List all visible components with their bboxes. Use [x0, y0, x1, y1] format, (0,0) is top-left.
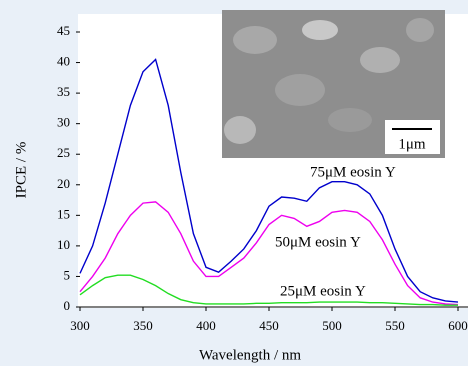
grain	[360, 47, 400, 73]
grain	[328, 108, 372, 132]
y-axis-title: IPCE / %	[13, 142, 29, 199]
y-tick-label: 40	[57, 54, 70, 69]
grain	[406, 18, 434, 42]
series-label: 75μM eosin Y	[310, 164, 396, 180]
series-label: 25μM eosin Y	[280, 283, 366, 299]
x-tick-label: 450	[259, 318, 279, 333]
x-tick-label: 500	[322, 318, 342, 333]
y-tick-label: 35	[57, 84, 70, 99]
y-tick-label: 10	[57, 237, 70, 252]
x-tick-label: 350	[133, 318, 153, 333]
y-tick-label: 5	[64, 267, 71, 282]
grain	[302, 20, 338, 40]
inset-image: 1μm	[222, 10, 445, 158]
x-tick-label: 600	[448, 318, 468, 333]
grain	[275, 74, 325, 106]
y-tick-label: 45	[57, 23, 70, 38]
y-tick-label: 0	[64, 298, 71, 313]
scale-label: 1μm	[398, 136, 426, 152]
x-tick-label: 400	[196, 318, 216, 333]
grain	[224, 116, 256, 144]
y-tick-label: 30	[57, 115, 70, 130]
chart: Wavelength / nm IPCE / % 1μm 0 5 10 15 20 25 3…	[0, 0, 468, 366]
grain	[233, 26, 277, 54]
x-tick-label: 300	[70, 318, 90, 333]
y-tick-label: 25	[57, 145, 70, 160]
y-tick-label: 15	[57, 206, 70, 221]
page: {"chart_data": {"type": "line", "x_label…	[0, 0, 468, 366]
x-tick-label: 550	[385, 318, 405, 333]
series-label: 50μM eosin Y	[275, 234, 361, 250]
y-tick-label: 20	[57, 176, 70, 191]
x-axis-title: Wavelength / nm	[199, 347, 301, 363]
